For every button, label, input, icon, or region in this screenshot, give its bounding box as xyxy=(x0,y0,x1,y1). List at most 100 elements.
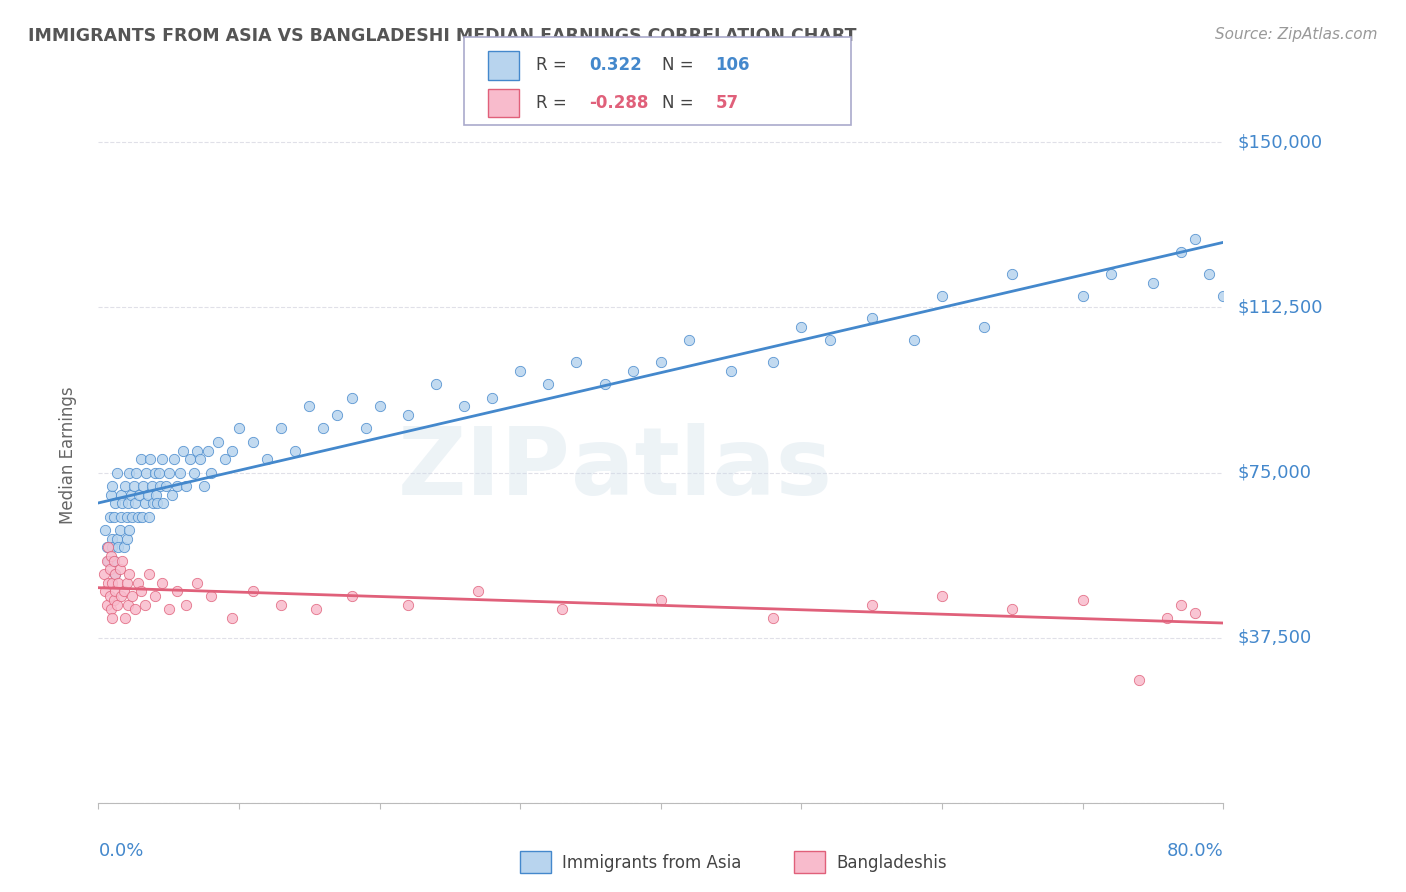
Point xyxy=(100,602,122,616)
Point xyxy=(973,320,995,334)
Point xyxy=(179,452,201,467)
Point xyxy=(107,575,129,590)
Point xyxy=(340,391,363,405)
Point xyxy=(112,541,135,555)
Point xyxy=(104,566,127,581)
Point xyxy=(110,509,132,524)
Point xyxy=(105,466,128,480)
Point xyxy=(150,452,173,467)
Text: 80.0%: 80.0% xyxy=(1167,842,1223,860)
Point xyxy=(860,311,883,326)
Point xyxy=(129,452,152,467)
Point xyxy=(107,541,129,555)
Point xyxy=(163,452,186,467)
Point xyxy=(340,589,363,603)
Point xyxy=(100,549,122,564)
Point xyxy=(110,487,132,501)
Point xyxy=(193,479,215,493)
Point xyxy=(183,466,205,480)
Point xyxy=(115,509,138,524)
Point xyxy=(166,479,188,493)
Point xyxy=(118,566,141,581)
Text: N =: N = xyxy=(662,95,693,112)
Point xyxy=(1212,289,1234,303)
Point xyxy=(565,355,588,369)
Point xyxy=(135,466,157,480)
Text: Source: ZipAtlas.com: Source: ZipAtlas.com xyxy=(1215,27,1378,42)
Point xyxy=(134,496,156,510)
Point xyxy=(396,409,419,423)
Point xyxy=(242,584,264,599)
Point xyxy=(115,575,138,590)
Text: N =: N = xyxy=(662,56,693,74)
Point xyxy=(103,553,125,567)
Point xyxy=(1128,673,1150,687)
Point xyxy=(509,364,531,378)
Point xyxy=(139,452,162,467)
Point xyxy=(396,598,419,612)
Point xyxy=(200,589,222,603)
Point xyxy=(326,409,349,423)
Point xyxy=(152,496,174,510)
Point xyxy=(621,364,644,378)
Point xyxy=(114,611,136,625)
Point xyxy=(142,496,165,510)
Text: $112,500: $112,500 xyxy=(1237,299,1323,317)
Point xyxy=(931,289,953,303)
Text: R =: R = xyxy=(536,95,567,112)
Point xyxy=(197,443,219,458)
Point xyxy=(200,466,222,480)
Point xyxy=(136,487,159,501)
Point xyxy=(242,434,264,449)
Point xyxy=(143,466,166,480)
Point xyxy=(97,553,120,567)
Point xyxy=(860,598,883,612)
Point xyxy=(105,532,128,546)
Point xyxy=(593,377,616,392)
Point xyxy=(221,443,243,458)
Point xyxy=(138,509,160,524)
Point xyxy=(93,566,115,581)
Point xyxy=(157,466,180,480)
Point xyxy=(127,575,149,590)
Point xyxy=(97,541,120,555)
Point xyxy=(368,400,391,414)
Point xyxy=(903,334,925,348)
Point xyxy=(312,421,335,435)
Point xyxy=(121,509,143,524)
Point xyxy=(117,496,139,510)
Point xyxy=(1142,276,1164,290)
Text: ZIP: ZIP xyxy=(398,423,571,515)
Point xyxy=(145,487,167,501)
Point xyxy=(121,589,143,603)
Point xyxy=(96,553,118,567)
Point xyxy=(481,391,503,405)
Point xyxy=(108,523,131,537)
Point xyxy=(115,532,138,546)
Point xyxy=(186,443,208,458)
Point xyxy=(188,452,211,467)
Point xyxy=(1184,232,1206,246)
Text: atlas: atlas xyxy=(571,423,832,515)
Point xyxy=(148,466,170,480)
Point xyxy=(931,589,953,603)
Point xyxy=(1099,268,1122,282)
Point xyxy=(124,602,146,616)
Point xyxy=(104,496,127,510)
Point xyxy=(134,598,156,612)
Point xyxy=(256,452,278,467)
Text: Bangladeshis: Bangladeshis xyxy=(837,854,948,871)
Point xyxy=(228,421,250,435)
Point xyxy=(110,589,132,603)
Point xyxy=(96,598,118,612)
Point xyxy=(1071,593,1094,607)
Text: IMMIGRANTS FROM ASIA VS BANGLADESHI MEDIAN EARNINGS CORRELATION CHART: IMMIGRANTS FROM ASIA VS BANGLADESHI MEDI… xyxy=(28,27,856,45)
Point xyxy=(118,466,141,480)
Point xyxy=(129,584,152,599)
Point xyxy=(112,584,135,599)
Point xyxy=(101,575,124,590)
Point xyxy=(97,575,120,590)
Point xyxy=(104,584,127,599)
Point xyxy=(186,575,208,590)
Point xyxy=(790,320,813,334)
